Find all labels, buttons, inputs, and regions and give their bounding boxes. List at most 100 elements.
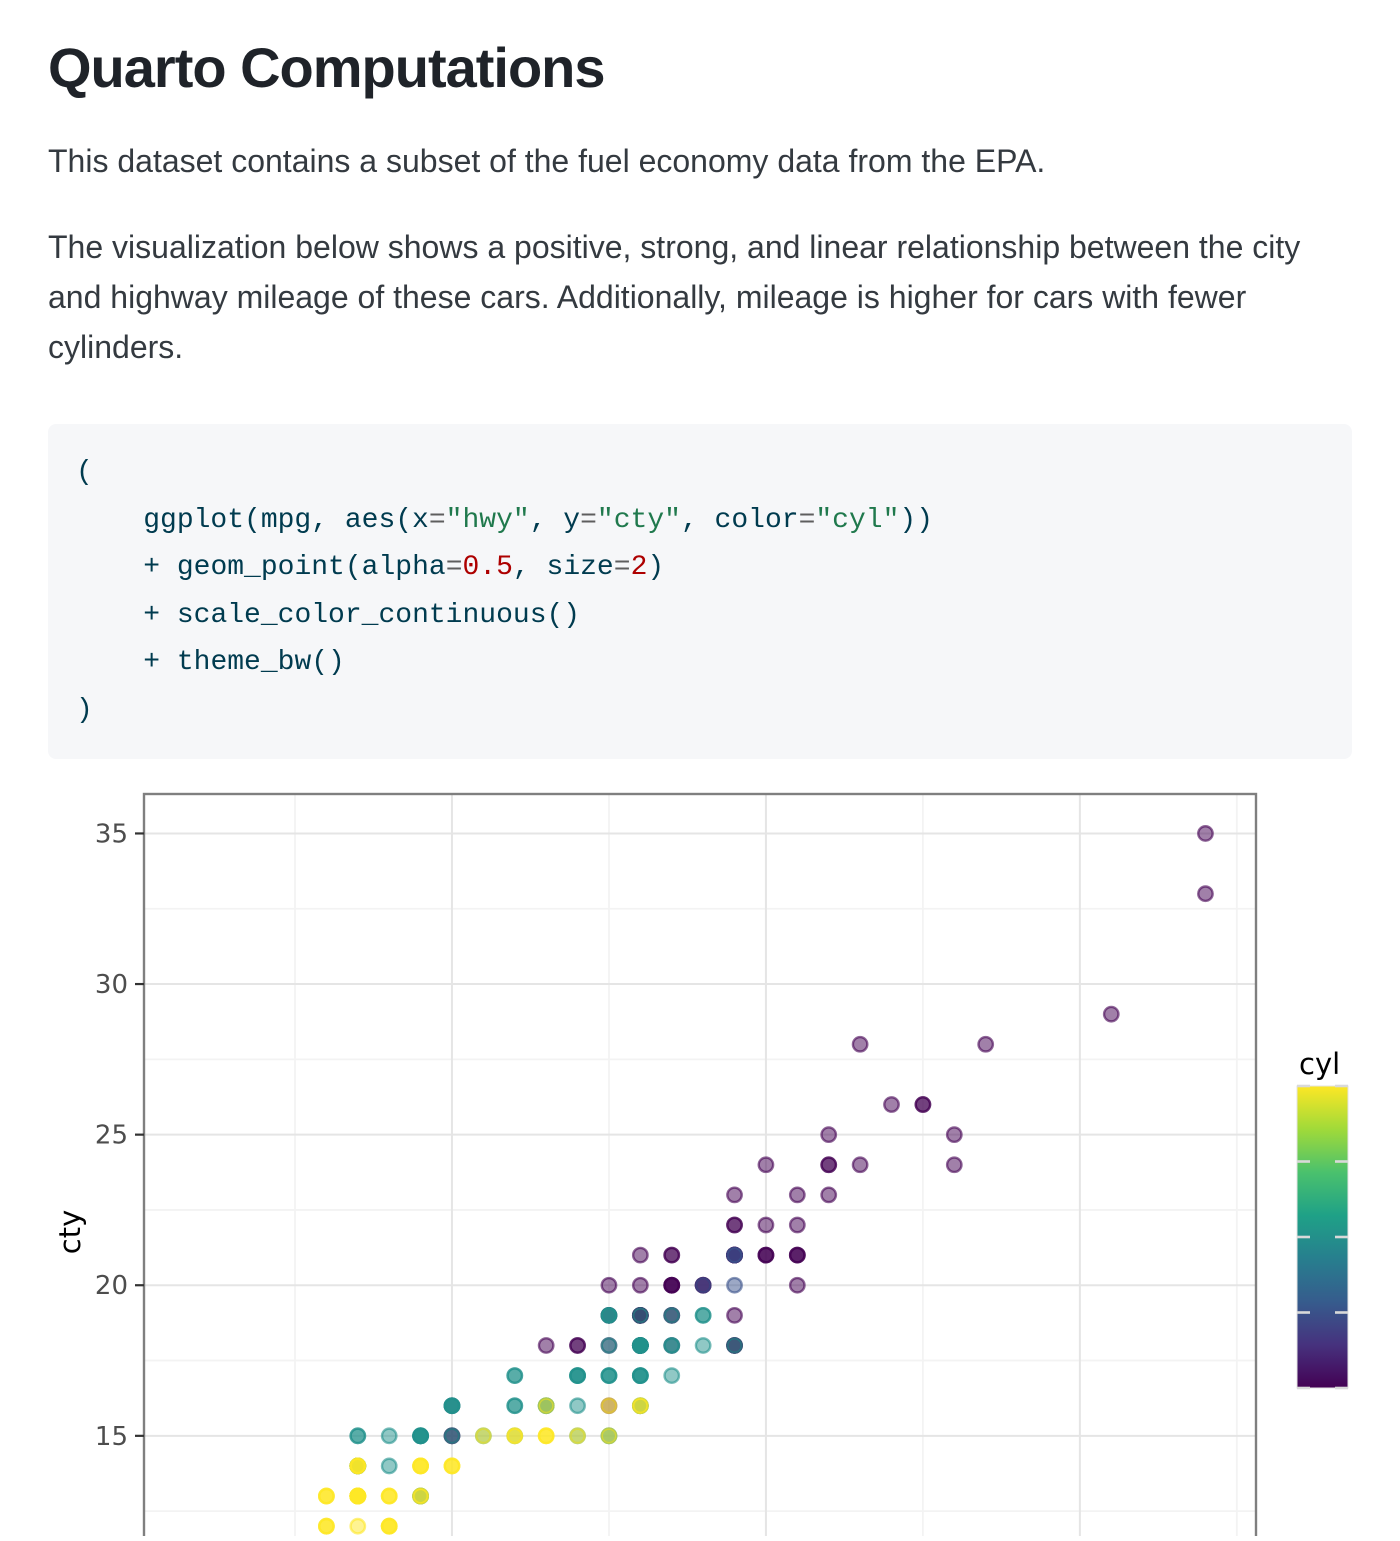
data-point <box>757 1216 775 1234</box>
data-point <box>380 1427 398 1445</box>
data-point <box>380 1487 398 1505</box>
data-point <box>412 1457 429 1475</box>
code-token-base: , color <box>680 504 799 536</box>
data-point <box>600 1397 618 1415</box>
code-token-base: geom_point(alpha <box>160 552 446 584</box>
description-paragraph: The visualization below shows a positive… <box>48 229 1301 366</box>
code-token-op: = <box>580 504 597 536</box>
data-point <box>631 1276 649 1294</box>
code-token-base: ) <box>76 694 93 726</box>
data-point <box>663 1306 681 1324</box>
data-point <box>977 1035 995 1053</box>
data-point <box>694 1337 712 1354</box>
code-token-base: ggplot(mpg, aes(x <box>76 504 429 536</box>
data-point <box>443 1427 461 1445</box>
data-point <box>788 1246 806 1264</box>
code-token-base <box>76 552 143 583</box>
code-token-str: "cty" <box>596 504 681 536</box>
code-token-base: , size <box>512 552 614 584</box>
data-point <box>412 1487 429 1505</box>
data-point <box>631 1397 649 1415</box>
data-point <box>631 1337 649 1354</box>
data-point <box>506 1427 524 1445</box>
data-point <box>380 1517 398 1535</box>
data-point <box>569 1427 586 1445</box>
data-point <box>506 1397 524 1415</box>
code-token-op: = <box>798 504 816 536</box>
data-point <box>1102 1005 1120 1023</box>
data-point <box>945 1126 963 1144</box>
page-title-text: Quarto Computations <box>48 36 606 99</box>
y-axis-title: cty <box>53 1210 87 1254</box>
data-point <box>663 1337 681 1354</box>
legend-title: cyl <box>1299 1047 1340 1081</box>
data-point <box>820 1156 838 1174</box>
y-tick-label: 25 <box>95 1121 128 1151</box>
data-point <box>663 1246 681 1264</box>
data-point <box>1197 825 1214 842</box>
code-token-base: scale_color_continuous() <box>160 599 581 631</box>
data-point <box>318 1487 335 1505</box>
data-point <box>726 1337 743 1354</box>
code-token-base: )) <box>899 504 933 536</box>
data-point <box>726 1186 743 1204</box>
data-point <box>569 1367 586 1384</box>
panel-background <box>144 794 1256 1541</box>
data-point <box>788 1216 806 1234</box>
page-root: Quarto Computations This dataset contain… <box>0 36 1400 760</box>
data-point <box>757 1156 775 1174</box>
data-point <box>663 1367 681 1384</box>
data-point <box>349 1517 367 1535</box>
y-tick-label: 30 <box>95 970 128 1000</box>
code-token-op: = <box>445 552 463 584</box>
data-point <box>631 1367 649 1384</box>
data-point <box>694 1276 712 1294</box>
scatter-plot: 15 20 25 30 35 cty cyl <box>53 792 1349 1541</box>
data-point <box>537 1427 555 1445</box>
y-tick-label: 15 <box>95 1422 128 1452</box>
data-point <box>726 1246 743 1264</box>
figure-container: 15 20 25 30 35 cty cyl <box>0 776 1400 1541</box>
data-point <box>349 1487 367 1505</box>
data-point <box>631 1246 649 1264</box>
code-token-base: + <box>143 552 161 584</box>
code-token-base: theme_bw() <box>160 647 345 679</box>
code-token-num: 2 <box>630 552 648 584</box>
code-token-num: 0.5 <box>462 552 513 584</box>
data-point <box>600 1427 618 1445</box>
data-point <box>569 1337 586 1354</box>
data-point <box>600 1276 618 1294</box>
data-point <box>820 1126 838 1144</box>
data-point <box>537 1397 555 1415</box>
data-point <box>663 1276 681 1294</box>
data-point <box>349 1457 367 1475</box>
code-token-op: = <box>428 504 446 536</box>
data-point <box>380 1457 398 1475</box>
code-token-base: ) <box>647 552 665 584</box>
code-token-base: + <box>143 599 161 631</box>
data-point <box>726 1276 743 1294</box>
code-content: ( ggplot(mpg, aes(x="hwy", y="cty", colo… <box>76 457 933 726</box>
data-point <box>851 1156 869 1174</box>
code-token-base: + <box>143 647 161 679</box>
data-point <box>569 1397 586 1415</box>
data-point <box>914 1096 932 1113</box>
y-tick-label: 35 <box>95 819 128 849</box>
data-point <box>851 1035 869 1053</box>
data-point <box>412 1427 429 1445</box>
code-token-base: ( <box>76 457 93 489</box>
data-point <box>474 1427 492 1445</box>
data-point <box>349 1427 367 1445</box>
data-point <box>506 1367 524 1384</box>
data-point <box>600 1306 618 1324</box>
code-token-base <box>76 600 143 631</box>
data-point <box>945 1156 963 1174</box>
code-block: ( ggplot(mpg, aes(x="hwy", y="cty", colo… <box>48 424 1352 760</box>
code-token-op: = <box>613 552 631 584</box>
data-point <box>537 1337 555 1354</box>
data-point <box>1197 885 1214 903</box>
data-point <box>694 1306 712 1324</box>
data-point <box>600 1367 618 1384</box>
code-token-base: , y <box>529 504 581 536</box>
panel-border <box>142 792 1258 1541</box>
